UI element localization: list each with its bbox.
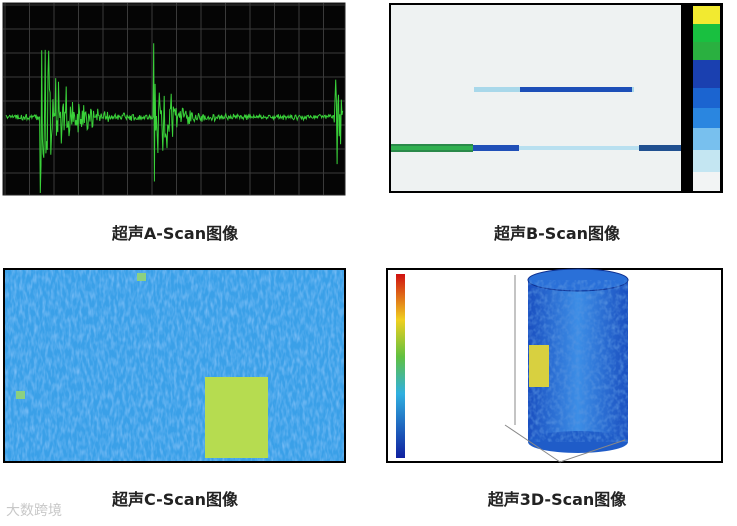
caption: 超声C-Scan图像	[112, 490, 238, 509]
c-scan-image	[3, 268, 346, 463]
3d-scan-image	[386, 268, 723, 463]
caption: 超声B-Scan图像	[493, 224, 621, 243]
a-scan-image	[2, 2, 346, 196]
caption: 超声A-Scan图像	[111, 224, 239, 243]
watermark: 大数跨境	[6, 503, 62, 519]
caption: 超声3D-Scan图像	[487, 490, 627, 509]
b-scan-image	[389, 3, 723, 193]
